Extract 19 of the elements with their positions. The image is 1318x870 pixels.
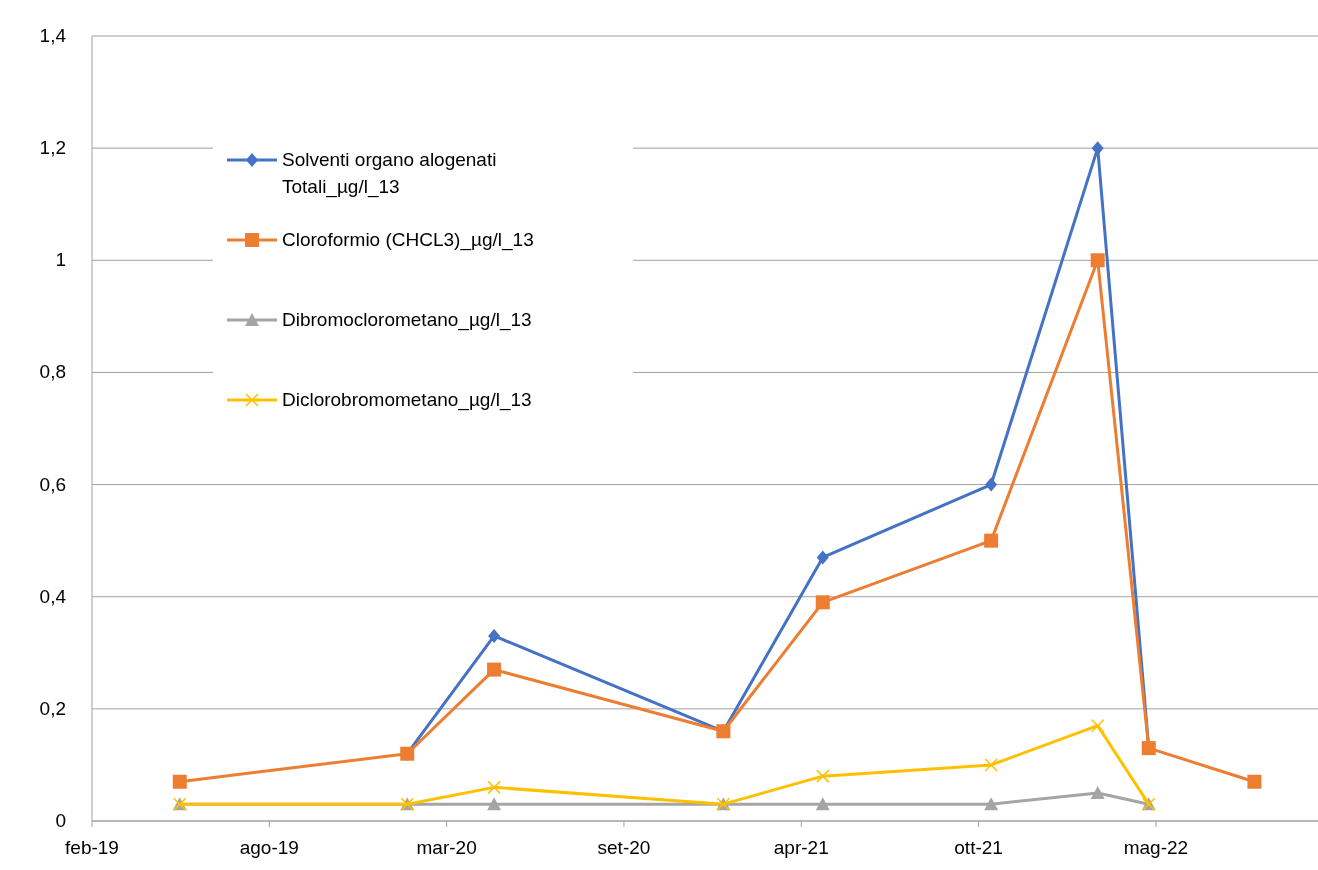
y-tick-label: 1,4 — [39, 25, 67, 46]
legend-label: Cloroformio (CHCL3)_µg/l_13 — [282, 229, 534, 251]
x-tick-label: apr-21 — [773, 837, 829, 858]
x-tick-label: ago-19 — [239, 837, 299, 858]
x-tick-label: ott-21 — [954, 837, 1003, 858]
legend-label: Solventi organo alogenati Totali_µg/l_13 — [282, 149, 497, 198]
x-tick-label: mar-20 — [416, 837, 477, 858]
y-tick-label: 0,4 — [39, 585, 67, 607]
legend-label: Dibromoclorometano_µg/l_13 — [282, 309, 532, 331]
y-tick-label: 0,8 — [39, 361, 66, 383]
y-tick-label: 1 — [55, 249, 66, 271]
x-tick-label: set-20 — [597, 837, 651, 858]
y-tick-label: 0,2 — [39, 697, 66, 719]
x-tick-label: mag-22 — [1123, 837, 1189, 858]
y-tick-label: 0 — [55, 810, 66, 831]
y-tick-label: 0,6 — [39, 473, 66, 495]
y-tick-label: 1,2 — [39, 137, 66, 159]
legend-label: Diclorobromometano_µg/l_13 — [282, 389, 532, 411]
x-tick-label: feb-19 — [65, 837, 119, 858]
